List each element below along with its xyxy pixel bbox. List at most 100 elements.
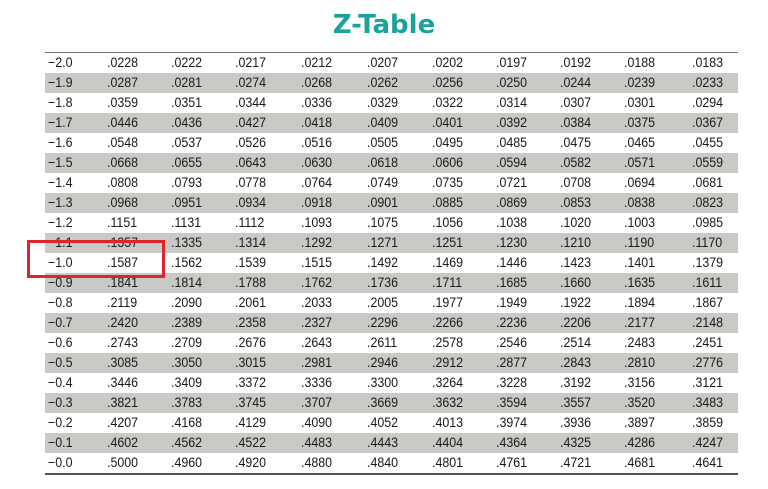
table-cell: .0630	[301, 155, 333, 170]
table-cell: .3707	[301, 395, 333, 410]
highlight-box	[27, 240, 165, 278]
table-cell: .0793	[171, 175, 203, 190]
table-cell: .4443	[367, 435, 399, 450]
table-row: −0.2 .4207 .4168 .4129 .4090 .4052 .4013 .3974.…	[45, 413, 738, 433]
table-cell: .2981	[301, 355, 333, 370]
table-cell: .1711	[432, 275, 463, 290]
table-row: −0.4 .3446 .3409 .3372 .3336 .3300 .3264 .3228.…	[45, 373, 738, 393]
table-row: −1.5 .0668 .0655 .0643 .0630 .0618 .0606 .0594.…	[45, 153, 738, 173]
row-label: −1.2	[48, 215, 73, 230]
table-cell: .1762	[301, 275, 333, 290]
table-cell: .0643	[235, 155, 267, 170]
table-cell: .3336	[301, 375, 333, 390]
table-cell: .3156	[624, 375, 656, 390]
table-row: −1.8 .0359 .0351 .0344 .0336 .0329 .0322 .0314.…	[45, 93, 738, 113]
table-cell: .2177	[624, 315, 656, 330]
table-cell: .4090	[301, 415, 333, 430]
table-cell: .0495	[432, 135, 464, 150]
table-cell: .1131	[171, 215, 202, 230]
table-cell: .1401	[624, 255, 656, 270]
table-row: −0.7 .2420 .2389 .2358 .2327 .2296 .2266 .2236.…	[45, 313, 738, 333]
table-cell: .1190	[624, 235, 655, 250]
table-cell: .1292	[301, 235, 333, 250]
table-cell: .3936	[560, 415, 592, 430]
table-cell: .4207	[107, 415, 139, 430]
table-cell: .1003	[624, 215, 656, 230]
table-cell: .3859	[692, 415, 724, 430]
table-cell: .1736	[367, 275, 399, 290]
table-cell: .0708	[560, 175, 592, 190]
table-cell: .0301	[624, 95, 656, 110]
table-row: −0.6 .2743 .2709 .2676 .2643 .2611 .2578 .2546.…	[45, 333, 738, 353]
table-cell: .1660	[560, 275, 592, 290]
table-cell: .2327	[301, 315, 333, 330]
table-cell: .1271	[367, 235, 399, 250]
table-cell: .1539	[235, 255, 267, 270]
table-cell: .2236	[496, 315, 528, 330]
table-row: −0.3 .3821 .3783 .3745 .3707 .3669 .3632 .3594.…	[45, 393, 738, 413]
table-cell: .2810	[624, 355, 656, 370]
table-cell: .2877	[496, 355, 528, 370]
table-cell: .0233	[692, 75, 724, 90]
table-cell: .0197	[496, 55, 528, 70]
row-label: −0.1	[48, 435, 73, 450]
table-cell: .0749	[367, 175, 399, 190]
table-cell: .0351	[171, 95, 203, 110]
table-cell: .0336	[301, 95, 333, 110]
table-cell: .0475	[560, 135, 592, 150]
table-cell: .1922	[560, 295, 592, 310]
table-cell: .4404	[432, 435, 464, 450]
table-cell: .0869	[496, 195, 528, 210]
table-cell: .3745	[235, 395, 267, 410]
table-cell: .4168	[171, 415, 203, 430]
row-label: −0.8	[48, 295, 73, 310]
table-cell: .0228	[107, 55, 139, 70]
table-cell: .0314	[496, 95, 528, 110]
table-cell: .0392	[496, 115, 528, 130]
table-cell: .0526	[235, 135, 267, 150]
table-row: −1.1.1357.1335.1314.1292.1271.1251.1230.…	[45, 233, 738, 253]
table-row: −0.8 .2119 .2090 .2061 .2033 .2005 .1977 .1949.…	[45, 293, 738, 313]
table-cell: .0618	[367, 155, 399, 170]
row-label: −0.7	[48, 315, 73, 330]
table-cell: .2946	[367, 355, 399, 370]
table-cell: .1251	[432, 235, 464, 250]
table-cell: .3669	[367, 395, 399, 410]
table-cell: .0808	[107, 175, 139, 190]
row-label: −1.8	[48, 95, 73, 110]
row-label: −0.0	[48, 455, 73, 470]
table-cell: .2483	[624, 335, 656, 350]
table-cell: .0274	[235, 75, 267, 90]
table-cell: .0281	[171, 75, 203, 90]
row-label: −0.9	[48, 275, 73, 290]
table-cell: .3015	[235, 355, 267, 370]
table-cell: .4920	[235, 455, 267, 470]
table-cell: .0294	[692, 95, 724, 110]
table-row: −1.9 .0287 .0281 .0274 .0268 .0262 .0256 .0250.…	[45, 73, 738, 93]
table-cell: .1314	[235, 235, 267, 250]
table-cell: .0446	[107, 115, 139, 130]
table-cell: .0681	[692, 175, 724, 190]
table-cell: .4562	[171, 435, 203, 450]
table-cell: .0885	[432, 195, 464, 210]
table-cell: .1170	[692, 235, 723, 250]
table-cell: .0721	[496, 175, 528, 190]
table-cell: .1230	[496, 235, 528, 250]
row-label: −2.0	[48, 55, 73, 70]
table-cell: .2709	[171, 335, 203, 350]
table-cell: .0537	[171, 135, 203, 150]
table-cell: .1335	[171, 235, 203, 250]
table-cell: .3050	[171, 355, 203, 370]
table-cell: .3557	[560, 395, 592, 410]
table-cell: .0436	[171, 115, 203, 130]
table-cell: .0256	[432, 75, 464, 90]
table-cell: .4801	[432, 455, 464, 470]
table-cell: .0427	[235, 115, 267, 130]
table-cell: .1379	[692, 255, 724, 270]
table-cell: .3409	[171, 375, 203, 390]
table-cell: .0239	[624, 75, 656, 90]
table-cell: .1587	[107, 255, 139, 270]
table-cell: .4641	[692, 455, 724, 470]
table-cell: .2266	[432, 315, 464, 330]
z-table: −2.0 .0228 .0222 .0217 .0212 .0207 .0202 .0197.…	[45, 52, 738, 475]
